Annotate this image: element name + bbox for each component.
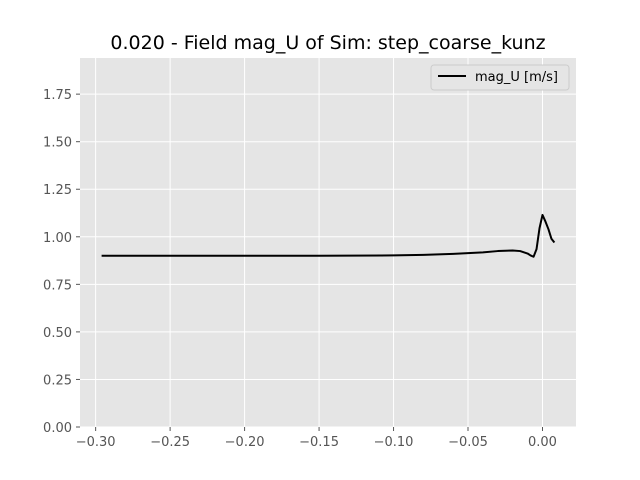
y-tick-label: 1.50	[43, 136, 72, 151]
plot-area	[80, 58, 576, 427]
series-line-0	[101, 213, 556, 258]
y-tick-label: 1.00	[43, 231, 72, 246]
x-tick-label: −0.10	[374, 435, 414, 450]
grid-lines	[80, 58, 576, 428]
x-axis: −0.30 −0.25 −0.20 −0.15 −0.10 −0.05 0.00	[76, 427, 557, 450]
chart-title: 0.020 - Field mag_U of Sim: step_coarse_…	[110, 32, 545, 54]
x-tick-label: −0.30	[76, 435, 116, 450]
x-tick-label: −0.05	[448, 435, 488, 450]
y-tick-label: 1.75	[43, 88, 72, 103]
legend-box	[430, 64, 570, 91]
legend: mag_U [m/s]	[430, 64, 570, 91]
y-tick-label: 1.25	[43, 183, 72, 198]
y-axis: 0.00 0.25 0.50 0.75 1.00 1.25 1.50 1.75	[43, 88, 80, 436]
x-tick-label: −0.20	[225, 435, 265, 450]
legend-label: mag_U [m/s]	[475, 70, 558, 85]
x-tick-label: −0.25	[150, 435, 190, 450]
x-tick-label: 0.00	[528, 435, 557, 450]
x-tick-label: −0.15	[299, 435, 339, 450]
y-tick-label: 0.75	[43, 278, 72, 293]
series-layer	[101, 213, 556, 258]
y-tick-label: 0.25	[43, 373, 72, 388]
y-tick-label: 0.00	[43, 421, 72, 436]
y-tick-label: 0.50	[43, 326, 72, 341]
